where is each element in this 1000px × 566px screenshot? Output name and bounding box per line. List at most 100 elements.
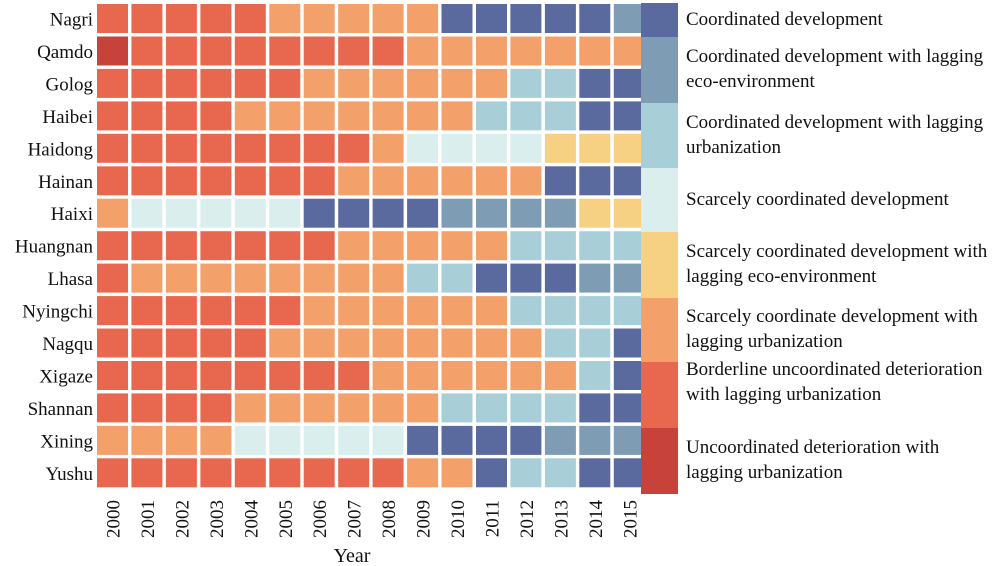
cell-haixi-2003 <box>200 198 232 228</box>
cell-yushu-2015 <box>613 458 645 488</box>
cell-nagri-2003 <box>200 4 232 33</box>
cell-xining-2009 <box>407 425 439 455</box>
cell-hainan-2003 <box>200 166 232 196</box>
cell-shannan-2001 <box>131 393 163 423</box>
cell-haixi-2009 <box>407 198 439 228</box>
cell-haidong-2015 <box>613 133 645 163</box>
cell-xining-2004 <box>234 425 266 455</box>
cell-nagqu-2002 <box>165 328 197 358</box>
cell-haidong-2001 <box>131 133 163 163</box>
cell-qamdo-2005 <box>269 36 301 66</box>
region-label: Haidong <box>28 139 94 160</box>
cell-yushu-2010 <box>441 458 473 488</box>
cell-lhasa-2012 <box>510 263 542 293</box>
cell-nagri-2011 <box>476 4 507 33</box>
x-axis-title: Year <box>334 545 371 566</box>
cell-huangnan-2014 <box>579 231 611 261</box>
cell-hainan-2005 <box>269 166 301 196</box>
cell-lhasa-2009 <box>407 263 439 293</box>
cell-hainan-2006 <box>303 166 335 196</box>
year-label: 2015 <box>620 500 641 538</box>
cell-xigaze-2003 <box>200 361 232 390</box>
cell-huangnan-2001 <box>131 231 163 261</box>
legend-swatch <box>641 37 678 103</box>
cell-haixi-2012 <box>510 198 542 228</box>
cell-nagqu-2008 <box>372 328 404 358</box>
cell-huangnan-2009 <box>407 231 439 261</box>
cell-haixi-2002 <box>165 198 197 228</box>
cell-nagri-2004 <box>234 4 266 33</box>
year-label: 2011 <box>483 500 504 537</box>
cell-nyingchi-2003 <box>200 296 232 326</box>
cell-xining-2000 <box>97 425 128 455</box>
cell-haidong-2005 <box>269 133 301 163</box>
cell-haidong-2012 <box>510 133 542 163</box>
cell-nagri-2008 <box>372 4 404 33</box>
cell-nagqu-2010 <box>441 328 473 358</box>
cell-qamdo-2000 <box>97 36 128 66</box>
cell-xigaze-2001 <box>131 361 163 390</box>
cell-qamdo-2001 <box>131 36 163 66</box>
cell-golog-2013 <box>544 68 576 98</box>
year-label: 2004 <box>241 500 262 539</box>
cell-nyingchi-2006 <box>303 296 335 326</box>
cell-nagri-2012 <box>510 4 542 33</box>
cell-huangnan-2003 <box>200 231 232 261</box>
cell-nagqu-2004 <box>234 328 266 358</box>
region-label: Haixi <box>51 204 93 225</box>
cell-nagri-2015 <box>613 4 645 33</box>
cell-nagri-2009 <box>407 4 439 33</box>
cell-xigaze-2006 <box>303 361 335 390</box>
cell-nagri-2005 <box>269 4 301 33</box>
cell-huangnan-2012 <box>510 231 542 261</box>
cell-haixi-2001 <box>131 198 163 228</box>
cell-huangnan-2004 <box>234 231 266 261</box>
cell-huangnan-2006 <box>303 231 335 261</box>
cell-yushu-2006 <box>303 458 335 488</box>
cell-qamdo-2002 <box>165 36 197 66</box>
region-label: Shannan <box>28 399 94 420</box>
cell-nagqu-2009 <box>407 328 439 358</box>
year-label: 2008 <box>379 500 400 538</box>
cell-hainan-2012 <box>510 166 542 196</box>
cell-lhasa-2008 <box>372 263 404 293</box>
region-label: Nagqu <box>42 334 93 355</box>
cell-xigaze-2012 <box>510 361 542 390</box>
cell-xigaze-2010 <box>441 361 473 390</box>
year-label: 2000 <box>104 500 125 538</box>
region-label: Haibei <box>42 107 93 128</box>
cell-nyingchi-2013 <box>544 296 576 326</box>
cell-qamdo-2014 <box>579 36 611 66</box>
cell-yushu-2001 <box>131 458 163 488</box>
cell-haibei-2005 <box>269 101 301 131</box>
cell-lhasa-2007 <box>338 263 370 293</box>
cell-yushu-2012 <box>510 458 542 488</box>
cell-golog-2005 <box>269 68 301 98</box>
cell-hainan-2007 <box>338 166 370 196</box>
cell-qamdo-2010 <box>441 36 473 66</box>
legend-label: Uncoordinated deterioration with lagging… <box>686 437 940 483</box>
cell-haixi-2013 <box>544 198 576 228</box>
cell-hainan-2014 <box>579 166 611 196</box>
cell-golog-2003 <box>200 68 232 98</box>
cell-shannan-2008 <box>372 393 404 423</box>
cell-qamdo-2008 <box>372 36 404 66</box>
cell-yushu-2004 <box>234 458 266 488</box>
cell-nyingchi-2009 <box>407 296 439 326</box>
cell-haixi-2010 <box>441 198 473 228</box>
cell-haibei-2003 <box>200 101 232 131</box>
cell-haibei-2000 <box>97 101 128 131</box>
year-label: 2002 <box>172 500 193 538</box>
cell-haidong-2006 <box>303 133 335 163</box>
cell-xining-2014 <box>579 425 611 455</box>
cell-lhasa-2006 <box>303 263 335 293</box>
cell-xigaze-2013 <box>544 361 576 390</box>
cell-hainan-2013 <box>544 166 576 196</box>
cell-xigaze-2002 <box>165 361 197 390</box>
legend-label: Scarcely coordinated development with la… <box>686 241 988 287</box>
cell-yushu-2000 <box>97 458 128 488</box>
cell-xining-2008 <box>372 425 404 455</box>
cell-hainan-2008 <box>372 166 404 196</box>
cell-haibei-2015 <box>613 101 645 131</box>
cell-qamdo-2012 <box>510 36 542 66</box>
